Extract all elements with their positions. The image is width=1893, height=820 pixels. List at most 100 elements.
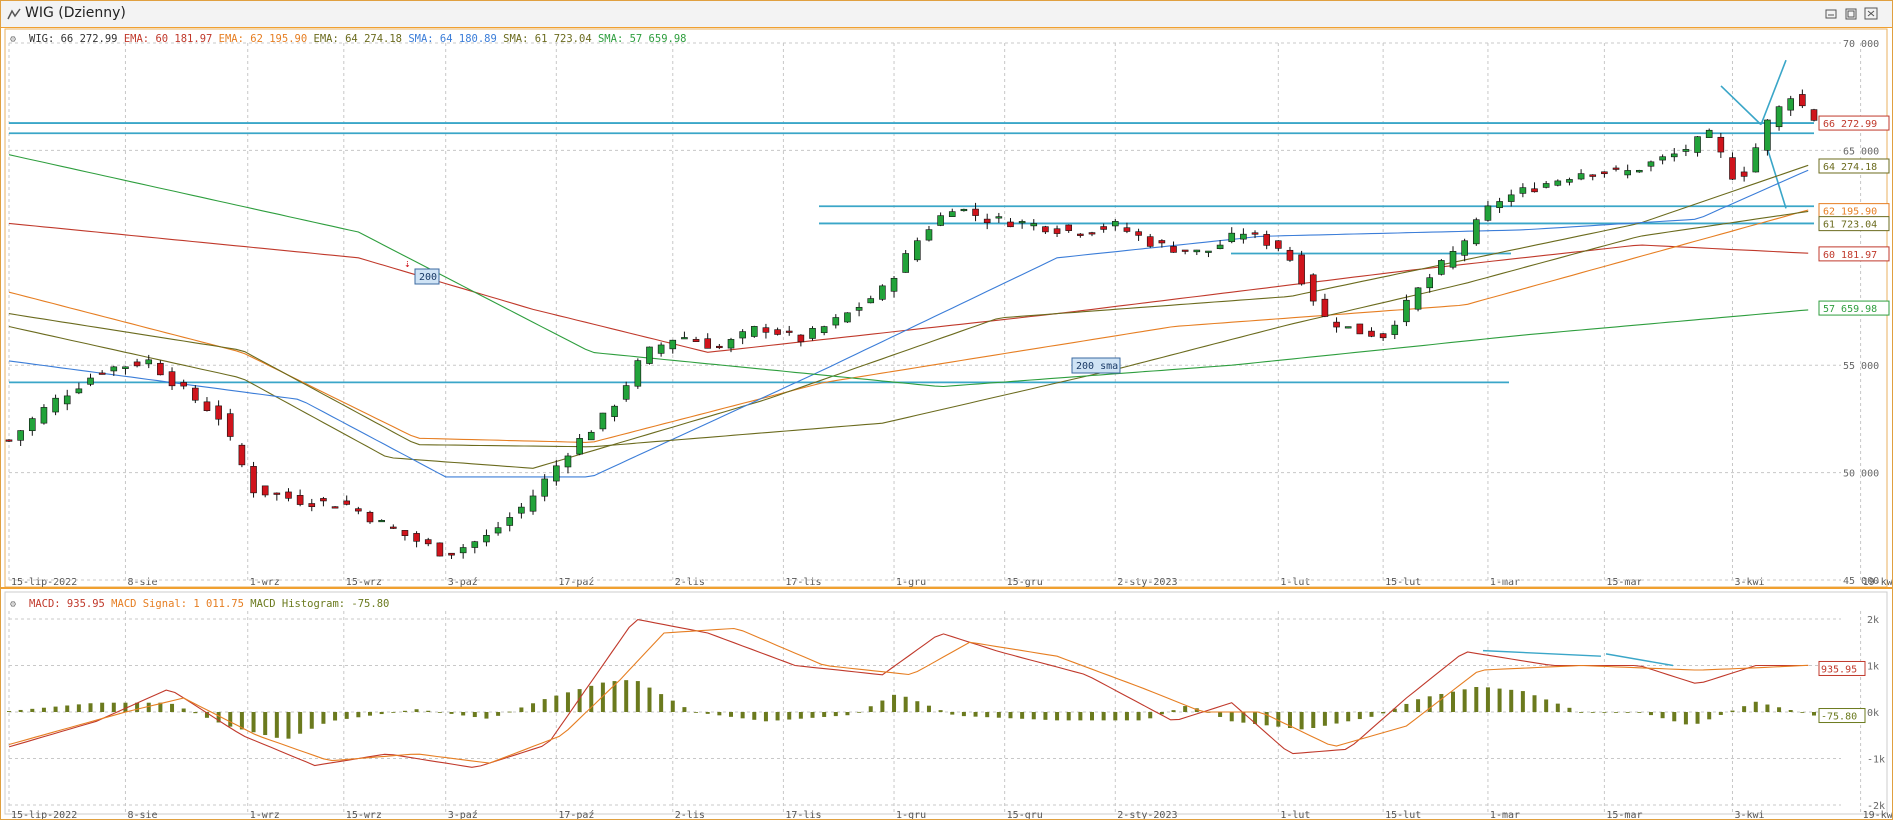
candle-body <box>844 312 851 323</box>
candle-body <box>1100 226 1107 230</box>
histogram-bar <box>1322 712 1327 726</box>
candle-body <box>1042 226 1049 233</box>
candle-body <box>1344 326 1352 329</box>
histogram-bar <box>1218 712 1223 717</box>
ma200-annotation: ⇣ 200 <box>404 257 440 285</box>
moving-average-line <box>8 209 1809 443</box>
settings-icon-macd[interactable]: ⚙ <box>9 599 16 610</box>
price-marker-label: 57 659.98 <box>1823 304 1877 315</box>
candle-body <box>1426 277 1434 289</box>
moving-average-line <box>8 154 1809 388</box>
minimize-icon[interactable] <box>1824 7 1838 20</box>
candle-body <box>1612 167 1620 170</box>
price-pane[interactable]: 15-lip-2022 8-sie 1-wrz 15-wrz 3-paź 17-paź 2-… <box>1 28 1892 589</box>
histogram-bar <box>286 712 291 739</box>
x-tick-label: 2-lis <box>675 810 705 819</box>
histogram-bar <box>1800 712 1805 713</box>
candle-body <box>1146 236 1154 247</box>
candle-body <box>1461 240 1468 256</box>
candle-body <box>1647 161 1655 167</box>
histogram-bar <box>1648 712 1653 716</box>
candle-body <box>1775 106 1783 128</box>
settings-icon[interactable]: ⚙ <box>9 34 16 45</box>
histogram-bar <box>135 702 140 712</box>
candle-body <box>622 385 630 400</box>
price-marker <box>1818 216 1890 232</box>
candle-body <box>401 530 409 536</box>
y-tick-label: 1k <box>1867 662 1879 673</box>
histogram-bar <box>612 681 617 712</box>
candle-body <box>704 338 712 349</box>
histogram-bar <box>647 687 652 712</box>
candle-body <box>1298 254 1305 285</box>
candle-body <box>564 455 572 468</box>
histogram-bar <box>263 712 268 736</box>
top-legend-text: WIG: 66 272.99 EMA: 60 181.97 EMA: 62 19… <box>29 33 686 45</box>
chart-icon <box>7 8 21 20</box>
histogram-bar <box>1753 701 1758 712</box>
candle-body <box>1205 250 1212 253</box>
close-icon[interactable] <box>1864 7 1878 20</box>
price-marker-label: 66 272.99 <box>1823 119 1877 130</box>
candle-body <box>389 526 397 529</box>
chart-area[interactable]: 15-lip-2022 8-sie 1-wrz 15-wrz 3-paź 17-paź 2-… <box>1 27 1892 819</box>
candle-body <box>63 395 71 405</box>
candle-body <box>192 387 199 401</box>
candle-body <box>1414 287 1422 310</box>
x-tick-label: 15-lip-2022 <box>11 810 77 819</box>
candle-body <box>716 345 723 349</box>
restore-icon[interactable] <box>1844 7 1858 20</box>
histogram-bar <box>845 712 850 716</box>
histogram-bar <box>542 699 547 712</box>
histogram-bar <box>1567 707 1572 712</box>
histogram-bar <box>414 709 419 712</box>
candle-body <box>1519 187 1527 194</box>
candle-body <box>1507 194 1515 202</box>
histogram-bar <box>729 712 733 717</box>
histogram-bar <box>775 712 780 721</box>
histogram-bar <box>1614 712 1619 713</box>
legend-entry: MACD: 935.95 <box>29 598 105 610</box>
candle-body <box>657 344 665 354</box>
title-bar[interactable]: WIG (Dzienny) <box>1 1 1892 28</box>
candle-body <box>471 541 479 548</box>
histogram-bar <box>507 711 512 713</box>
price-marker <box>1818 246 1890 262</box>
histogram-bar <box>274 712 279 738</box>
candle-body <box>1286 249 1294 261</box>
candle-body <box>483 535 490 543</box>
candle-body <box>87 377 94 385</box>
price-marker <box>1818 660 1866 676</box>
candle-body <box>867 298 875 304</box>
histogram-bar <box>1416 699 1421 712</box>
candle-body <box>774 329 781 335</box>
label-box <box>414 268 440 285</box>
x-tick-label: 1-lut <box>1280 577 1310 588</box>
x-tick-label: 17-paź <box>558 809 594 819</box>
histogram-bar <box>30 708 35 712</box>
x-tick-label: 1-wrz <box>250 577 280 588</box>
x-tick-label: 15-wrz <box>346 577 382 588</box>
candle-body <box>494 527 502 534</box>
histogram-bar <box>239 712 244 730</box>
macd-pane[interactable]: 15-lip-2022 8-sie 1-wrz 15-wrz 3-paź 17-paź 2-… <box>4 591 1892 819</box>
histogram-bar <box>1544 699 1549 712</box>
candle-body <box>331 506 339 509</box>
candle-body <box>1391 324 1399 335</box>
price-marker <box>1818 115 1890 131</box>
candle-body <box>1740 171 1748 177</box>
y-tick-label: 45 000 <box>1843 576 1879 587</box>
histogram-bar <box>1311 712 1316 728</box>
histogram-bar <box>437 712 442 713</box>
candle-body <box>1077 233 1084 236</box>
candle-body <box>1170 246 1177 253</box>
histogram-bar <box>554 695 559 712</box>
candle-body <box>785 330 793 333</box>
histogram-bar <box>391 712 396 713</box>
candle-body <box>983 218 991 224</box>
histogram-bar <box>1683 712 1688 725</box>
candle-body <box>611 405 618 417</box>
legend-entry: MACD Histogram: -75.80 <box>244 598 389 610</box>
histogram-bar <box>682 707 687 712</box>
candle-body <box>145 359 153 365</box>
